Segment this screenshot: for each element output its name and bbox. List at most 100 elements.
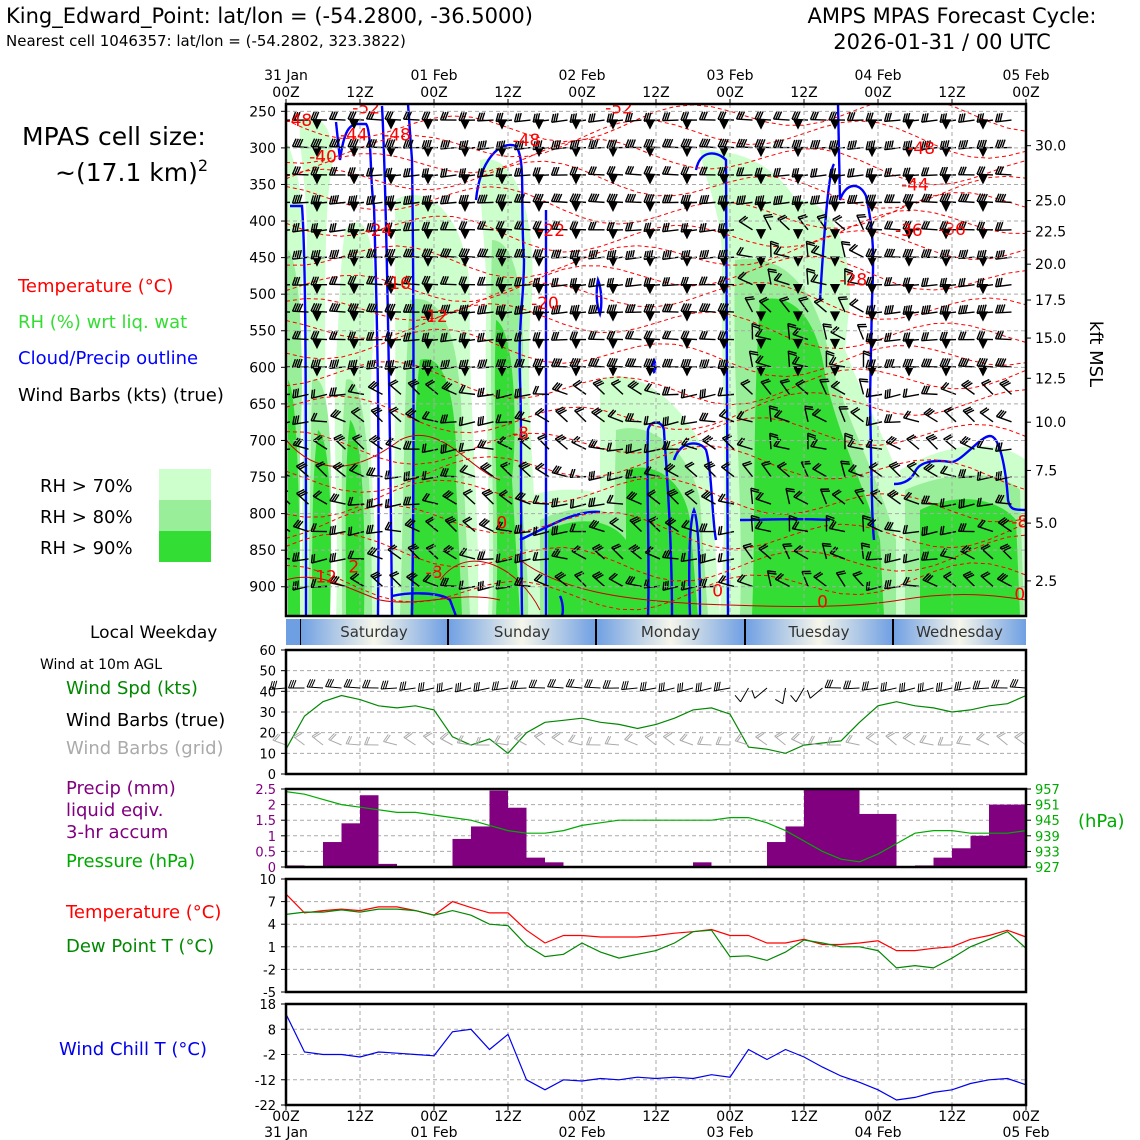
wind-barb-feather — [822, 323, 832, 326]
wind-barb-feather — [333, 111, 339, 120]
wind-barb-feather — [922, 573, 930, 581]
wind-barb-feather — [890, 304, 894, 314]
wind-barb-feather — [997, 113, 1001, 122]
wind-barb-feather — [705, 303, 711, 312]
wind-barb-feather — [421, 221, 426, 231]
wind-barb-feather — [697, 736, 702, 745]
wind-barb-feather — [724, 138, 729, 148]
wind-barb-feather — [978, 331, 984, 340]
wind-barb-feather — [994, 193, 1000, 202]
wind-barb-feather — [477, 681, 480, 691]
wind-barb-feather — [594, 139, 599, 149]
wind-barb-feather — [902, 305, 906, 315]
wind-barb-feather — [365, 331, 370, 341]
wind-barb-feather — [518, 112, 522, 122]
wind-barb-feather — [886, 359, 891, 368]
wind-barb-pennant — [276, 202, 284, 210]
wind-barb-feather — [721, 331, 727, 340]
wind-barb-feather — [314, 359, 319, 368]
wind-barb-feather — [409, 303, 414, 313]
wind-barb-feather — [533, 679, 538, 688]
wind-barb-feather — [402, 195, 407, 205]
wind-barb-feather — [458, 276, 463, 285]
wind-barb-feather — [870, 463, 879, 470]
wind-barb-feather — [939, 305, 943, 315]
wind-barb-feather — [668, 194, 673, 203]
wind-barbs-true-label: Wind Barbs (true) — [66, 710, 225, 731]
wind-barb-pennant — [829, 174, 841, 185]
wind-barb-feather — [291, 223, 296, 233]
wind-barb-feather — [495, 305, 499, 315]
wind-barb-feather — [804, 405, 814, 409]
wind-barb-feather — [296, 552, 300, 561]
wind-barb-feather — [978, 357, 984, 367]
wind-barb-feather — [388, 303, 394, 313]
wind-barb-feather — [403, 472, 406, 481]
wind-barb-feather — [458, 547, 466, 556]
wind-barb-feather — [755, 491, 762, 500]
wind-barb-feather — [569, 357, 575, 367]
wind-barb-feather — [475, 736, 479, 746]
wind-barb-feather — [571, 435, 579, 443]
wind-barb-feather — [717, 526, 721, 535]
wind-barb-feather — [869, 519, 877, 527]
wind-barb-feather — [627, 444, 630, 453]
wind-barb-feather — [666, 549, 672, 559]
wind-barb-feather — [664, 112, 669, 121]
wind-barb — [795, 687, 805, 703]
wind-barb-feather — [887, 732, 895, 738]
wind-barb-feather — [558, 409, 567, 415]
wind-barb-feather — [906, 193, 912, 203]
wind-barb-feather — [386, 303, 392, 312]
wind-barb-feather — [439, 414, 444, 424]
kft-tick-label: 30.0 — [1035, 139, 1066, 155]
wind-barb-feather — [1001, 193, 1007, 203]
wind-barb-feather — [518, 305, 522, 314]
pressure-tick-label: 800 — [249, 507, 276, 523]
wind-barb-feather — [481, 304, 485, 314]
wind-barb-feather — [553, 525, 556, 535]
wind-barb-feather — [1014, 731, 1022, 738]
wind-barb-feather — [587, 140, 592, 149]
wind-barb-feather — [906, 358, 912, 368]
wind-barb-feather — [645, 165, 651, 175]
wind-barb-feather — [624, 278, 629, 287]
wind-barb-feather — [974, 680, 979, 689]
wind-barb-feather — [312, 276, 317, 285]
wind-barb-pennant — [903, 311, 915, 322]
wind-barb-feather — [281, 304, 284, 312]
wind-barb-feather — [460, 276, 465, 285]
weekday-cell — [893, 619, 1026, 645]
wind-barb-feather — [335, 435, 344, 441]
wind-barb-feather — [495, 359, 500, 368]
cycle-title: AMPS MPAS Forecast Cycle: — [808, 4, 1097, 28]
temperature-contour — [286, 119, 1026, 164]
wind-barb-feather — [481, 463, 490, 470]
wind-barb-feather — [460, 442, 464, 452]
wind-barb-feather — [351, 573, 360, 580]
wind-barb-feather — [439, 168, 444, 178]
wind-barb-feather — [703, 461, 713, 467]
temperature-contour — [286, 230, 1026, 279]
wind-barb-feather — [370, 167, 375, 176]
wind-barb-pennant — [755, 311, 767, 322]
wind-barb-pennant — [903, 174, 915, 185]
temperature-label: -48 — [284, 111, 312, 131]
wind-barb-feather — [555, 549, 562, 558]
wind-barb-feather — [594, 380, 603, 386]
wind-barb-feather — [957, 469, 962, 478]
wind-barb-pennant — [311, 338, 323, 350]
wind-barb-feather — [809, 168, 814, 178]
wind-barb-feather — [424, 493, 430, 502]
wind-barb-feather — [886, 112, 890, 122]
precip-label-1: Precip (mm) — [66, 778, 176, 799]
wind-barb-feather — [668, 138, 674, 148]
wind-barb-feather — [667, 465, 676, 472]
wind-barb-feather — [608, 471, 612, 481]
wind-barb-feather — [621, 681, 625, 690]
wind-barb-feather — [743, 462, 753, 467]
legend-cloud: Cloud/Precip outline — [18, 348, 198, 369]
wind-barb-feather — [298, 194, 303, 204]
wind-barb-feather — [442, 490, 450, 497]
wind-barb-feather — [717, 331, 722, 340]
